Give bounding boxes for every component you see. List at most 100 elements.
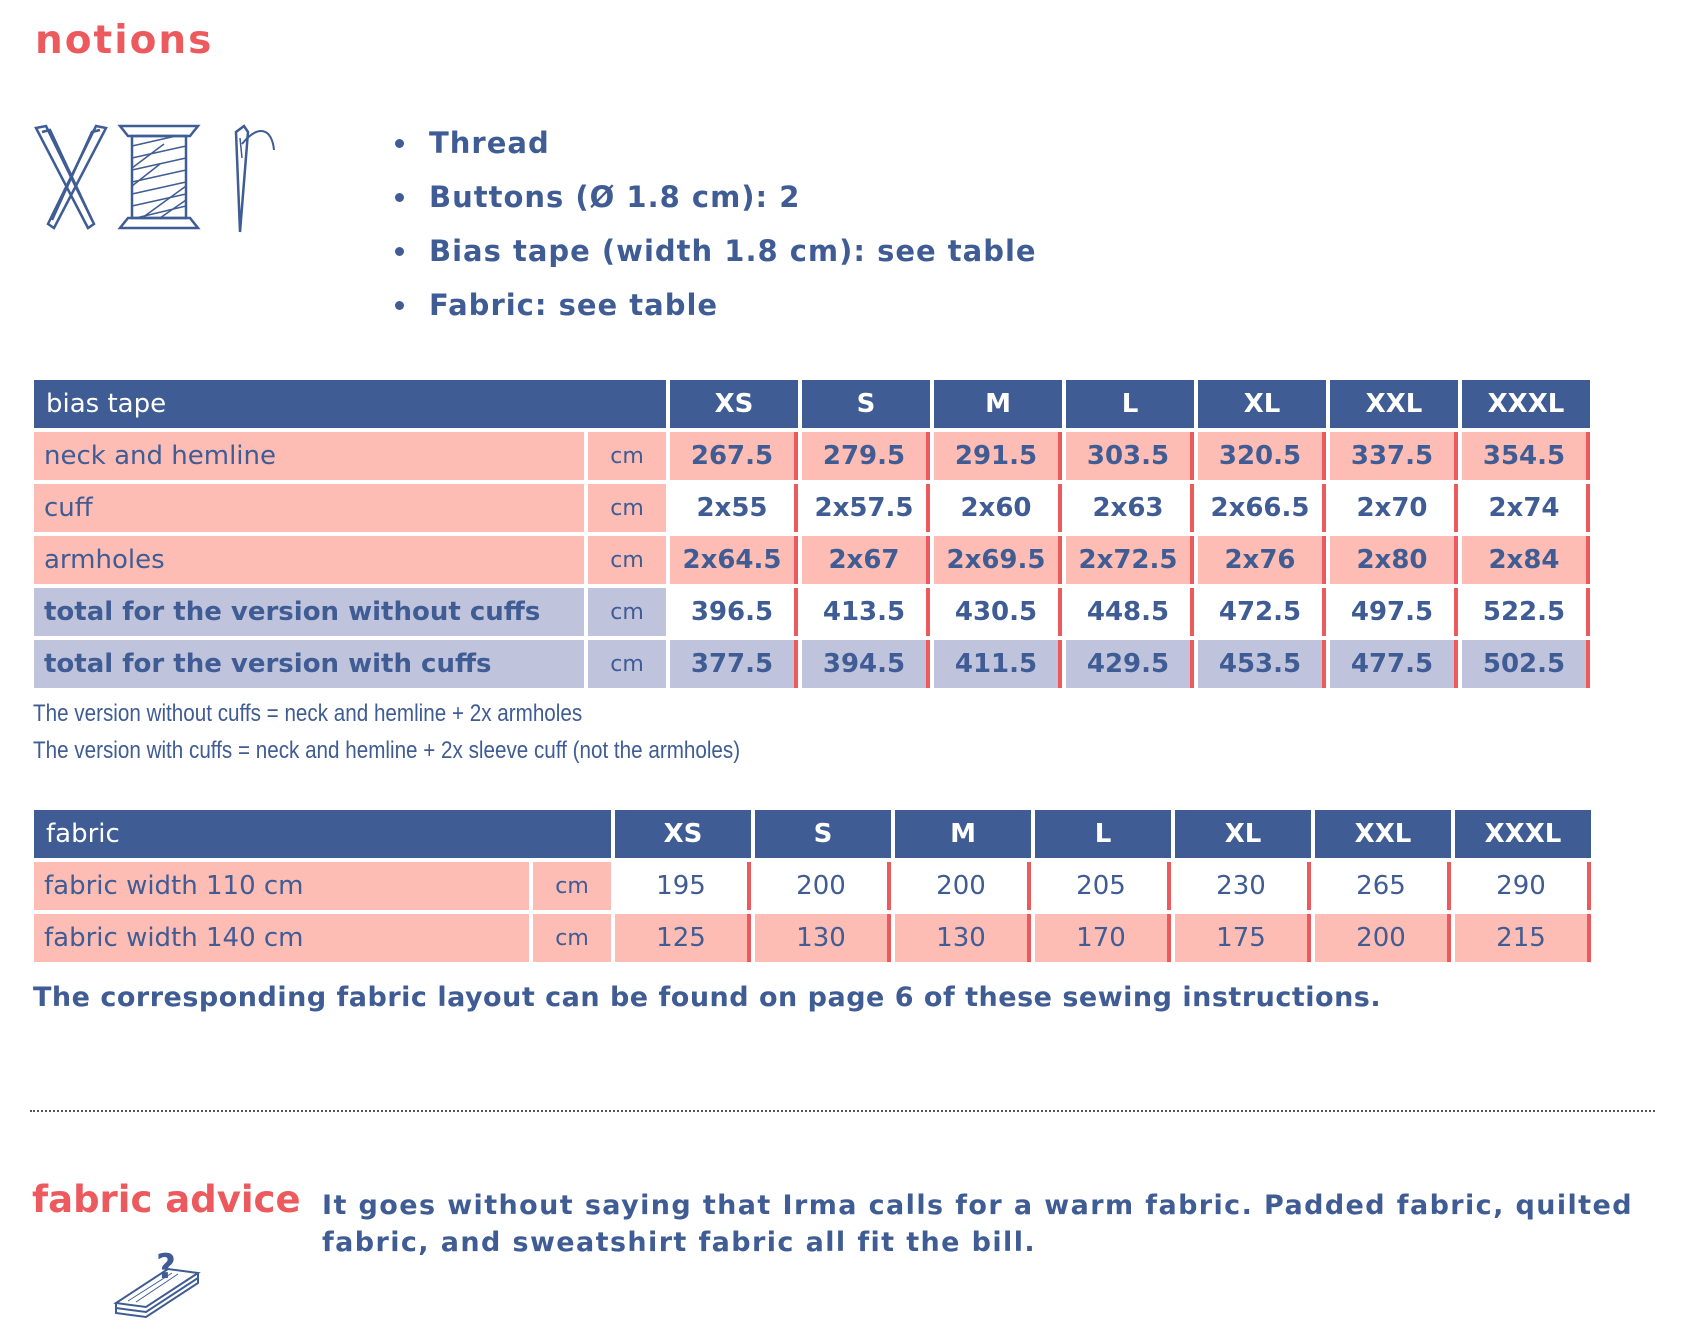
table-cell: 2x64.5 — [670, 536, 798, 584]
bullet-icon — [395, 247, 404, 256]
table-cell: 429.5 — [1066, 640, 1194, 688]
fabric-stack-question-icon: ? — [113, 1247, 201, 1319]
thread-spool-icon — [117, 124, 201, 230]
fabric-table: fabric XS S M L XL XXL XXXL fabric width… — [30, 806, 1595, 966]
table-row: neck and hemline cm 267.5 279.5 291.5 30… — [34, 432, 1590, 480]
table-row: armholes cm 2x64.5 2x67 2x69.5 2x72.5 2x… — [34, 536, 1590, 584]
table-row: total for the version without cuffs cm 3… — [34, 588, 1590, 636]
table-cell: 130 — [895, 914, 1031, 962]
notion-item-label: Buttons (Ø 1.8 cm): 2 — [429, 180, 801, 214]
table-cell: 477.5 — [1330, 640, 1458, 688]
size-header: L — [1035, 810, 1171, 858]
table-cell: 448.5 — [1066, 588, 1194, 636]
fabric-advice-title: fabric advice — [32, 1178, 301, 1221]
size-header: XL — [1198, 380, 1326, 428]
size-header: XXL — [1315, 810, 1451, 858]
bias-tape-header: bias tape — [34, 380, 666, 428]
row-label: fabric width 110 cm — [34, 862, 529, 910]
table-cell: 215 — [1455, 914, 1591, 962]
table-cell: 195 — [615, 862, 751, 910]
table-cell: 265 — [1315, 862, 1451, 910]
bias-note-without-cuffs: The version without cuffs = neck and hem… — [33, 700, 583, 727]
table-cell: 2x63 — [1066, 484, 1194, 532]
table-cell: 502.5 — [1462, 640, 1590, 688]
table-cell: 279.5 — [802, 432, 930, 480]
table-cell: 2x80 — [1330, 536, 1458, 584]
table-cell: 2x69.5 — [934, 536, 1062, 584]
table-cell: 125 — [615, 914, 751, 962]
table-cell: 497.5 — [1330, 588, 1458, 636]
table-cell: 2x84 — [1462, 536, 1590, 584]
bullet-icon — [395, 193, 404, 202]
notions-title: notions — [35, 18, 214, 63]
size-header: XL — [1175, 810, 1311, 858]
table-cell: 267.5 — [670, 432, 798, 480]
scissors-icon — [34, 124, 108, 230]
size-header: S — [802, 380, 930, 428]
table-cell: 290 — [1455, 862, 1591, 910]
table-cell: 453.5 — [1198, 640, 1326, 688]
table-cell: 303.5 — [1066, 432, 1194, 480]
table-cell: 230 — [1175, 862, 1311, 910]
notion-item-buttons: Buttons (Ø 1.8 cm): 2 — [395, 170, 1037, 224]
notion-item-label: Fabric: see table — [429, 288, 719, 322]
row-label: total for the version without cuffs — [34, 588, 584, 636]
table-row: fabric width 110 cm cm 195 200 200 205 2… — [34, 862, 1591, 910]
notion-item-thread: Thread — [395, 116, 1037, 170]
table-cell: 337.5 — [1330, 432, 1458, 480]
table-cell: 413.5 — [802, 588, 930, 636]
fabric-layout-note: The corresponding fabric layout can be f… — [33, 982, 1382, 1013]
table-cell: 2x70 — [1330, 484, 1458, 532]
bias-note-with-cuffs: The version with cuffs = neck and hemlin… — [33, 737, 741, 764]
table-cell: 130 — [755, 914, 891, 962]
row-unit: cm — [533, 914, 611, 962]
size-header: L — [1066, 380, 1194, 428]
table-cell: 2x55 — [670, 484, 798, 532]
row-unit: cm — [588, 536, 666, 584]
table-cell: 2x74 — [1462, 484, 1590, 532]
size-header: XXL — [1330, 380, 1458, 428]
table-row: fabric width 140 cm cm 125 130 130 170 1… — [34, 914, 1591, 962]
table-row: cuff cm 2x55 2x57.5 2x60 2x63 2x66.5 2x7… — [34, 484, 1590, 532]
table-cell: 411.5 — [934, 640, 1062, 688]
row-label: total for the version with cuffs — [34, 640, 584, 688]
table-cell: 200 — [895, 862, 1031, 910]
row-unit: cm — [588, 484, 666, 532]
notion-item-bias-tape: Bias tape (width 1.8 cm): see table — [395, 224, 1037, 278]
notions-list: Thread Buttons (Ø 1.8 cm): 2 Bias tape (… — [395, 116, 1037, 332]
row-unit: cm — [588, 640, 666, 688]
notion-item-label: Thread — [429, 126, 550, 160]
size-header: M — [895, 810, 1031, 858]
notion-item-label: Bias tape (width 1.8 cm): see table — [429, 234, 1037, 268]
fabric-header-row: fabric XS S M L XL XXL XXXL — [34, 810, 1591, 858]
row-label: armholes — [34, 536, 584, 584]
table-cell: 472.5 — [1198, 588, 1326, 636]
table-cell: 200 — [755, 862, 891, 910]
sewing-tools-illustration — [34, 124, 275, 233]
table-cell: 522.5 — [1462, 588, 1590, 636]
table-cell: 2x72.5 — [1066, 536, 1194, 584]
size-header: XXXL — [1455, 810, 1591, 858]
table-cell: 377.5 — [670, 640, 798, 688]
row-label: neck and hemline — [34, 432, 584, 480]
table-cell: 396.5 — [670, 588, 798, 636]
table-cell: 170 — [1035, 914, 1171, 962]
size-header: XS — [670, 380, 798, 428]
size-header: M — [934, 380, 1062, 428]
table-cell: 291.5 — [934, 432, 1062, 480]
question-mark: ? — [156, 1247, 176, 1287]
row-unit: cm — [588, 432, 666, 480]
row-label: fabric width 140 cm — [34, 914, 529, 962]
table-cell: 2x57.5 — [802, 484, 930, 532]
table-cell: 200 — [1315, 914, 1451, 962]
bullet-icon — [395, 301, 404, 310]
table-cell: 2x76 — [1198, 536, 1326, 584]
bias-tape-header-row: bias tape XS S M L XL XXL XXXL — [34, 380, 1590, 428]
size-header: XS — [615, 810, 751, 858]
table-cell: 2x60 — [934, 484, 1062, 532]
table-cell: 320.5 — [1198, 432, 1326, 480]
bias-tape-table: bias tape XS S M L XL XXL XXXL neck and … — [30, 376, 1594, 692]
needle-icon — [234, 124, 275, 233]
table-row: total for the version with cuffs cm 377.… — [34, 640, 1590, 688]
table-cell: 2x67 — [802, 536, 930, 584]
